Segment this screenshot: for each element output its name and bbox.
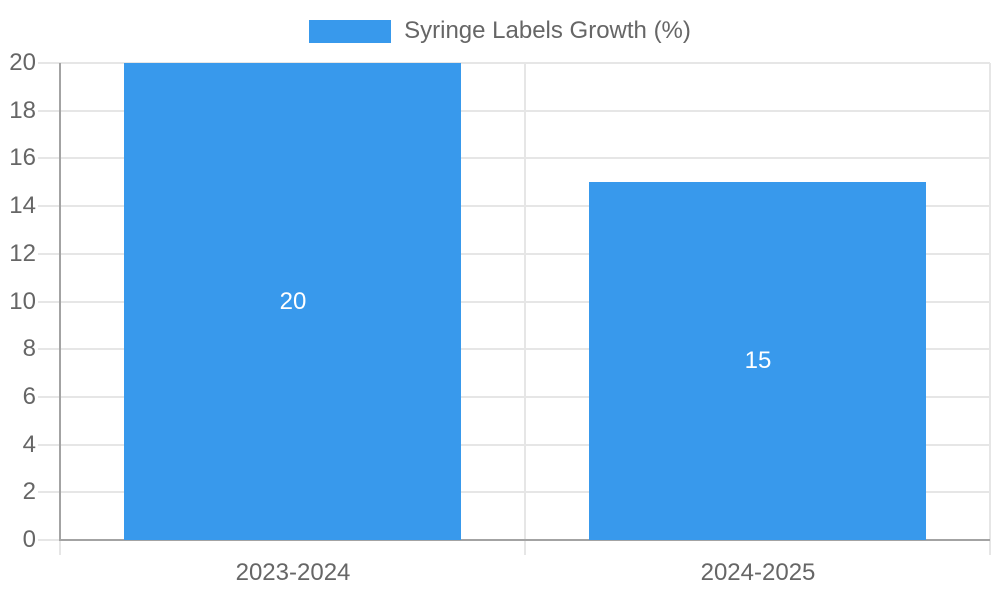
y-axis-line [59, 63, 61, 541]
y-tick-label: 2 [22, 478, 36, 506]
chart-legend-item[interactable]: Syringe Labels Growth (%) [0, 17, 1000, 45]
y-axis-tick [38, 157, 60, 160]
y-axis-tick [38, 62, 60, 64]
y-axis-tick [38, 205, 60, 208]
bar-value-label: 15 [744, 347, 772, 374]
x-tick-label: 2024-2025 [700, 559, 816, 586]
y-tick-label: 20 [9, 49, 36, 76]
y-axis-tick [38, 109, 60, 112]
y-tick-label: 6 [22, 382, 36, 410]
x-axis-tick [989, 540, 991, 555]
x-gridline [989, 63, 991, 540]
y-tick-label: 10 [9, 287, 36, 315]
y-tick-label: 14 [9, 192, 36, 220]
x-axis-line [59, 539, 990, 541]
x-gridline [524, 63, 526, 540]
legend-label: Syringe Labels Growth (%) [404, 17, 691, 44]
y-axis-tick [38, 539, 60, 541]
y-axis-tick [38, 300, 60, 303]
y-axis-tick [38, 491, 60, 494]
y-tick-label: 0 [22, 526, 36, 553]
x-axis-tick [59, 540, 61, 555]
bar[interactable] [589, 182, 926, 540]
x-tick-label: 2023-2024 [235, 559, 351, 586]
y-axis-tick [38, 443, 60, 446]
y-tick-label: 8 [22, 335, 36, 363]
y-tick-label: 4 [22, 430, 36, 458]
bar-value-label: 20 [279, 288, 307, 315]
bar[interactable] [124, 63, 461, 540]
y-tick-label: 12 [9, 239, 36, 267]
y-tick-label: 16 [9, 144, 36, 172]
y-axis-tick [38, 395, 60, 398]
y-axis-tick [38, 252, 60, 255]
y-axis-tick [38, 348, 60, 351]
y-tick-label: 18 [9, 96, 36, 124]
legend-color-swatch [309, 19, 392, 43]
x-axis-tick [524, 540, 526, 555]
